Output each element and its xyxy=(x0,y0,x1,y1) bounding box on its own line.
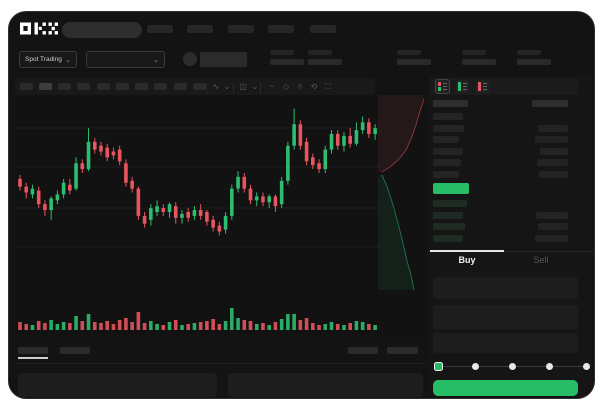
total-input[interactable] xyxy=(433,333,578,353)
slider-stop[interactable] xyxy=(509,363,516,370)
chevron-down-icon[interactable]: ⌄ xyxy=(223,82,231,91)
ask-row-amount[interactable] xyxy=(535,136,568,144)
tab-sell[interactable]: Sell xyxy=(533,255,549,265)
chart-option-pill[interactable] xyxy=(348,347,378,354)
pair-dropdown[interactable]: ⌄ xyxy=(86,51,165,68)
chevron-down-icon[interactable]: ⌄ xyxy=(251,82,259,91)
ask-row-amount[interactable] xyxy=(537,159,568,167)
ask-row-amount[interactable] xyxy=(540,147,568,155)
timeframe-pill[interactable] xyxy=(174,83,187,90)
ask-row-price[interactable] xyxy=(433,147,463,155)
timeframe-pill[interactable] xyxy=(154,83,167,90)
chart-option-pill[interactable] xyxy=(387,347,418,354)
orderbook-header-amount xyxy=(532,100,568,107)
wave-icon[interactable]: ∿ xyxy=(212,82,220,91)
nav-item[interactable] xyxy=(147,25,173,33)
amount-input[interactable] xyxy=(433,305,578,329)
fullscreen-icon[interactable]: ⛶ xyxy=(325,82,331,91)
divider xyxy=(15,363,425,364)
ask-row-amount[interactable] xyxy=(538,124,568,132)
slider-stop[interactable] xyxy=(546,363,553,370)
orderbook-both-icon[interactable] xyxy=(435,79,450,94)
bid-row-price[interactable] xyxy=(433,200,467,207)
ask-row-price[interactable] xyxy=(433,159,461,167)
replay-icon[interactable]: ⟲ xyxy=(310,82,318,91)
bottom-panel-right xyxy=(228,373,423,397)
search-input[interactable] xyxy=(62,22,142,38)
bid-row-price[interactable] xyxy=(433,234,463,242)
line-tool-icon[interactable]: ~ xyxy=(269,82,275,91)
ask-row-amount[interactable] xyxy=(539,171,568,178)
stat-label-placeholder xyxy=(270,50,294,55)
market-mode-dropdown[interactable]: Spot Trading ⌄ xyxy=(19,51,77,68)
timeframe-pill[interactable] xyxy=(193,83,206,90)
nav-item[interactable] xyxy=(228,25,254,33)
slider-handle[interactable] xyxy=(434,362,443,371)
tab-buy[interactable]: Buy xyxy=(458,255,476,265)
pair-name-placeholder xyxy=(200,52,247,67)
nav-item[interactable] xyxy=(268,25,294,33)
chevron-down-icon: ⌄ xyxy=(153,56,159,64)
stat-value-placeholder xyxy=(517,59,551,65)
ask-row-price[interactable] xyxy=(433,124,464,132)
app-window: Spot Trading ⌄ ⌄ Buy Sell │ │ │ ∿ ⌄ ◫ ⌄ ~ ◇ ⌾ ⟲ ⛶ xyxy=(8,11,595,399)
token-avatar xyxy=(183,52,197,66)
stat-value-placeholder xyxy=(462,59,496,65)
candlestick-chart[interactable] xyxy=(15,95,380,335)
slider-stop[interactable] xyxy=(472,363,479,370)
stat-label-placeholder xyxy=(517,50,541,55)
chart-tab[interactable] xyxy=(60,347,90,354)
chevron-down-icon: ⌄ xyxy=(65,56,71,64)
buy-tab-indicator xyxy=(430,250,504,252)
orderbook-toolbar xyxy=(430,78,578,95)
bid-row-amount[interactable] xyxy=(535,234,568,242)
timeframe-pill[interactable] xyxy=(20,83,33,90)
stat-label-placeholder xyxy=(397,50,421,55)
timeframe-pill[interactable] xyxy=(116,83,129,90)
ask-row-price[interactable] xyxy=(433,113,463,120)
stat-value-placeholder xyxy=(270,59,304,65)
shapes-tool-icon[interactable]: ◇ xyxy=(282,82,290,91)
nav-item[interactable] xyxy=(310,25,336,33)
bid-row-price[interactable] xyxy=(433,223,465,231)
ask-row-price[interactable] xyxy=(433,171,459,178)
timeframe-pill[interactable] xyxy=(77,83,90,90)
timeframe-pill[interactable] xyxy=(58,83,71,90)
nav-item[interactable] xyxy=(187,25,213,33)
okx-logo xyxy=(20,22,58,35)
stat-value-placeholder xyxy=(397,59,431,65)
candle-style-icon[interactable]: ◫ xyxy=(239,82,247,91)
chart-tab-active[interactable] xyxy=(18,347,48,354)
timeframe-pill[interactable] xyxy=(97,83,110,90)
last-price-badge[interactable] xyxy=(433,183,469,194)
bid-row-price[interactable] xyxy=(433,211,463,219)
stat-value-placeholder xyxy=(308,59,342,65)
stat-label-placeholder xyxy=(462,50,486,55)
timeframe-pill[interactable] xyxy=(135,83,148,90)
orderbook-header-price xyxy=(433,100,468,107)
stat-label-placeholder xyxy=(308,50,332,55)
orderbook-bids-icon[interactable] xyxy=(456,80,469,93)
price-input[interactable] xyxy=(433,277,578,299)
chart-tab-active-underline xyxy=(18,357,48,359)
market-mode-label: Spot Trading xyxy=(25,56,62,63)
bid-row-amount[interactable] xyxy=(536,211,568,219)
tab-divider xyxy=(428,251,593,252)
timeframe-pill[interactable] xyxy=(39,83,52,90)
bottom-panel-left xyxy=(18,373,217,397)
bid-row-amount[interactable] xyxy=(538,223,568,231)
camera-icon[interactable]: ⌾ xyxy=(297,82,303,91)
orderbook-asks-icon[interactable] xyxy=(476,80,489,93)
ask-row-price[interactable] xyxy=(433,136,459,144)
depth-chart[interactable] xyxy=(378,95,428,290)
buy-button[interactable] xyxy=(433,380,578,396)
slider-stop[interactable] xyxy=(583,363,590,370)
